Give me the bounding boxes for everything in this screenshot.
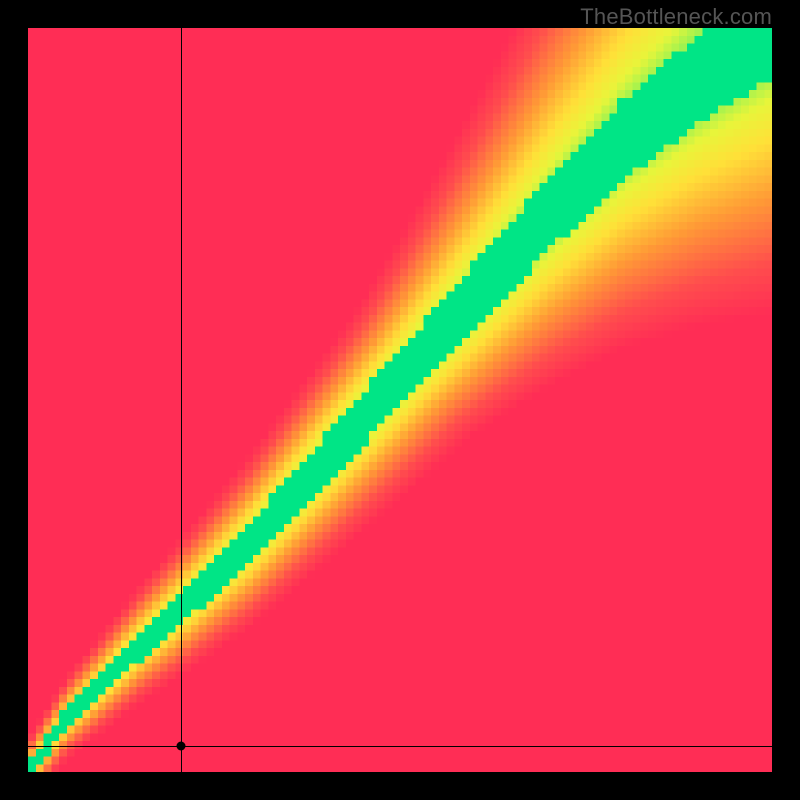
crosshair-vertical (181, 28, 182, 772)
heatmap-canvas (28, 28, 772, 772)
plot-area (28, 28, 772, 772)
crosshair-horizontal (28, 746, 772, 747)
crosshair-marker-dot (176, 741, 185, 750)
watermark-text: TheBottleneck.com (580, 4, 772, 30)
